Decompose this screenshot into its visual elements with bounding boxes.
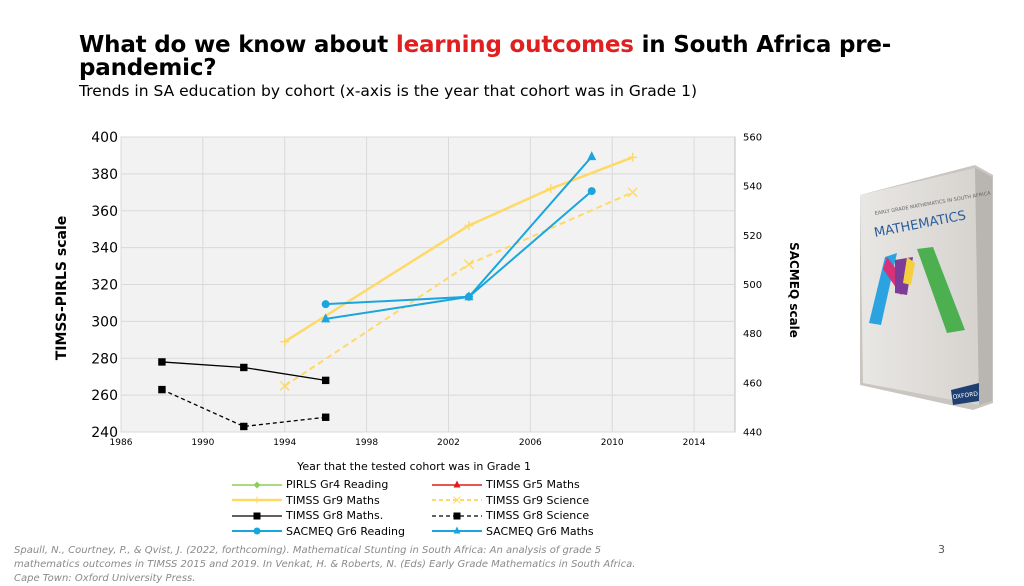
legend-item: PIRLS Gr4 Reading [230, 477, 388, 492]
legend-swatch [232, 496, 282, 504]
x-tick-label: 2002 [437, 438, 460, 448]
legend-label: PIRLS Gr4 Reading [286, 478, 389, 491]
series-point-5 [321, 413, 330, 421]
legend-swatch [232, 512, 282, 519]
legend-item: TIMSS Gr9 Science [430, 493, 589, 508]
series-point-4 [158, 358, 166, 366]
y-right-tick-label: 480 [743, 329, 762, 340]
series-point-7 [587, 151, 597, 161]
legend-marker [453, 480, 461, 487]
legend-item: SACMEQ Gr6 Reading [230, 524, 405, 539]
y-right-tick-label: 460 [743, 378, 762, 389]
x-tick-label: 1994 [273, 438, 296, 448]
legend-swatch [232, 527, 282, 535]
x-tick-label: 2010 [601, 438, 624, 448]
legend-item: TIMSS Gr8 Science [430, 508, 589, 523]
legend-marker [253, 512, 261, 519]
legend-swatch [232, 481, 282, 488]
series-point-6 [321, 300, 330, 309]
source-citation: Spaull, N., Courtney, P., & Qvist, J. (2… [14, 545, 636, 584]
x-tick-label: 2014 [683, 438, 706, 448]
y-axis-right-label: SACMEQ scale [787, 242, 801, 338]
legend-marker [253, 496, 261, 504]
y-left-tick-label: 280 [91, 351, 118, 367]
legend-swatch [432, 526, 482, 534]
series-point-7 [464, 291, 474, 301]
x-tick-label: 2006 [519, 438, 542, 448]
series-line-2 [284, 156, 634, 343]
legend-marker [253, 527, 261, 535]
book-cover-image: EARLY GRADE MATHEMATICS IN SOUTH AFRICA … [860, 165, 993, 410]
x-tick-label: 1998 [355, 438, 378, 448]
series-point-4 [240, 363, 248, 372]
series-point-5 [240, 422, 248, 431]
y-right-tick-label: 500 [743, 280, 762, 291]
legend-swatch [432, 480, 482, 487]
series-point-3 [627, 187, 638, 198]
y-right-tick-label: 440 [743, 428, 762, 439]
x-tick-label: 1986 [110, 438, 133, 448]
legend-label: SACMEQ Gr6 Maths [486, 524, 594, 538]
series-point-2 [280, 337, 290, 347]
y-right-tick-label: 520 [743, 231, 762, 242]
title-highlight: learning outcomes [395, 32, 634, 58]
legend-marker [453, 526, 461, 534]
legend-item: TIMSS Gr8 Maths. [230, 508, 383, 523]
x-tick-label: 1990 [191, 438, 214, 448]
legend-marker [453, 512, 461, 519]
series-point-2 [546, 184, 556, 194]
y-left-tick-label: 340 [91, 241, 118, 257]
x-axis-label: Year that the tested cohort was in Grade… [297, 460, 531, 473]
series-point-5 [158, 385, 166, 394]
legend-swatch [432, 512, 482, 519]
y-left-tick-label: 240 [91, 425, 118, 441]
title-part1: What do we know about [79, 32, 396, 58]
y-left-tick-label: 320 [91, 278, 118, 294]
title-part2: in South Africa pre-pandemic? [79, 32, 892, 81]
legend-item: SACMEQ Gr6 Maths [430, 524, 594, 539]
legend-label: TIMSS Gr8 Maths. [286, 509, 384, 522]
series-point-2 [628, 152, 638, 162]
series-point-2 [464, 221, 474, 230]
series-point-3 [463, 259, 474, 270]
legend-marker [253, 481, 261, 488]
y-left-tick-label: 300 [91, 314, 118, 330]
series-point-4 [321, 376, 330, 385]
y-axis-left-label: TIMSS-PIRLS scale [54, 215, 70, 361]
slide-subtitle: Trends in SA education by cohort (x-axis… [79, 82, 697, 100]
legend-label: TIMSS Gr9 Maths [286, 493, 380, 507]
page-number: 3 [938, 543, 945, 556]
series-line-5 [161, 389, 326, 428]
legend-item: TIMSS Gr9 Maths [230, 493, 380, 508]
legend-item: TIMSS Gr5 Maths [430, 477, 580, 492]
y-right-tick-label: 560 [743, 133, 762, 144]
legend-label: TIMSS Gr8 Science [486, 509, 590, 522]
y-left-tick-label: 400 [91, 130, 118, 146]
y-left-tick-label: 360 [91, 204, 118, 220]
series-point-6 [587, 187, 596, 196]
book-publisher: OXFORD [952, 390, 979, 401]
legend-marker [453, 496, 461, 504]
y-right-tick-label: 540 [743, 182, 762, 193]
legend-label: SACMEQ Gr6 Reading [286, 524, 405, 538]
y-left-tick-label: 380 [91, 167, 118, 183]
series-point-3 [279, 380, 290, 391]
y-left-tick-label: 260 [91, 388, 118, 404]
slide-title: What do we know about learning outcomes … [79, 34, 909, 80]
legend-label: TIMSS Gr9 Science [486, 493, 590, 507]
legend-swatch [432, 496, 482, 504]
legend-label: TIMSS Gr5 Maths [486, 478, 580, 491]
series-point-7 [321, 313, 331, 323]
